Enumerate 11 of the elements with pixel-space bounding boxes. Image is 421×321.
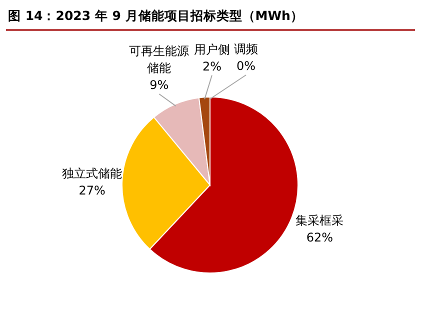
- data-label: 62%: [306, 230, 334, 244]
- category-label: 调频: [234, 42, 258, 56]
- data-label: 2%: [202, 59, 222, 74]
- slice-label: 集采框采: [296, 213, 344, 228]
- data-label: 27%: [78, 183, 106, 198]
- data-label: 9%: [150, 78, 169, 92]
- text: 0%: [236, 59, 256, 73]
- slice-label: 独立式储能: [62, 166, 122, 180]
- chart-title: 图 14：2023 年 9 月储能项目招标类型（MWh）: [8, 8, 304, 23]
- slice-label: 用户侧: [194, 42, 230, 56]
- slice-label: 可再生能源储能: [129, 44, 190, 76]
